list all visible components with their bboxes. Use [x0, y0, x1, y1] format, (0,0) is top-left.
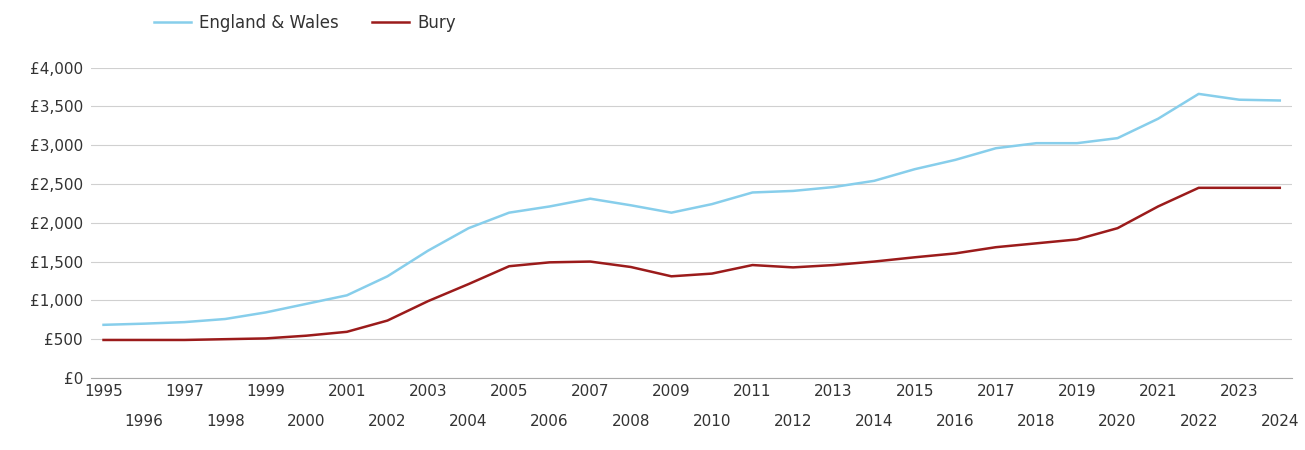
- England & Wales: [218, 316, 234, 322]
- England & Wales: [1109, 135, 1125, 141]
- England & Wales: [420, 248, 436, 253]
- England & Wales: [826, 184, 842, 190]
- Line: Bury: Bury: [103, 188, 1280, 340]
- Bury: [542, 260, 557, 265]
- Text: 2024: 2024: [1261, 414, 1298, 429]
- Bury: [582, 259, 598, 264]
- England & Wales: [947, 157, 963, 162]
- Bury: [745, 262, 761, 268]
- Text: 2022: 2022: [1180, 414, 1218, 429]
- England & Wales: [907, 166, 923, 172]
- Bury: [218, 337, 234, 342]
- Text: 2010: 2010: [693, 414, 731, 429]
- England & Wales: [1272, 98, 1288, 103]
- Text: 2016: 2016: [936, 414, 975, 429]
- Bury: [988, 244, 1004, 250]
- England & Wales: [461, 225, 476, 231]
- Text: 2018: 2018: [1017, 414, 1056, 429]
- England & Wales: [867, 178, 882, 184]
- Text: 2004: 2004: [449, 414, 488, 429]
- Text: 1996: 1996: [125, 414, 163, 429]
- Bury: [420, 298, 436, 304]
- Bury: [1109, 225, 1125, 231]
- Bury: [136, 337, 151, 342]
- Bury: [947, 251, 963, 256]
- England & Wales: [1069, 140, 1084, 146]
- Bury: [299, 333, 315, 338]
- Text: 2020: 2020: [1099, 414, 1137, 429]
- England & Wales: [176, 320, 192, 325]
- England & Wales: [542, 204, 557, 209]
- Text: 2000: 2000: [287, 414, 325, 429]
- Bury: [1150, 204, 1165, 209]
- Bury: [380, 318, 395, 323]
- England & Wales: [501, 210, 517, 216]
- Text: 2014: 2014: [855, 414, 894, 429]
- Text: 2002: 2002: [368, 414, 407, 429]
- Bury: [95, 337, 111, 342]
- England & Wales: [663, 210, 679, 216]
- England & Wales: [1150, 116, 1165, 122]
- England & Wales: [380, 274, 395, 279]
- Bury: [1232, 185, 1248, 190]
- England & Wales: [299, 301, 315, 306]
- Bury: [907, 255, 923, 260]
- Bury: [501, 264, 517, 269]
- Bury: [176, 337, 192, 342]
- Bury: [705, 271, 720, 276]
- Bury: [461, 281, 476, 287]
- England & Wales: [258, 310, 274, 315]
- Text: 2012: 2012: [774, 414, 812, 429]
- England & Wales: [988, 145, 1004, 151]
- England & Wales: [1191, 91, 1207, 97]
- England & Wales: [1232, 97, 1248, 103]
- Text: 2006: 2006: [530, 414, 569, 429]
- England & Wales: [705, 202, 720, 207]
- Bury: [258, 336, 274, 341]
- Bury: [1028, 241, 1044, 246]
- Bury: [339, 329, 355, 334]
- England & Wales: [1028, 140, 1044, 146]
- Line: England & Wales: England & Wales: [103, 94, 1280, 325]
- Bury: [1191, 185, 1207, 190]
- Bury: [1272, 185, 1288, 190]
- England & Wales: [339, 292, 355, 298]
- Bury: [663, 274, 679, 279]
- Bury: [786, 265, 801, 270]
- England & Wales: [622, 202, 638, 208]
- England & Wales: [136, 321, 151, 326]
- Text: 2008: 2008: [612, 414, 650, 429]
- Text: 1998: 1998: [206, 414, 244, 429]
- Bury: [826, 262, 842, 268]
- Legend: England & Wales, Bury: England & Wales, Bury: [147, 8, 463, 39]
- Bury: [867, 259, 882, 264]
- England & Wales: [95, 322, 111, 328]
- Bury: [1069, 237, 1084, 242]
- England & Wales: [745, 190, 761, 195]
- Bury: [622, 264, 638, 270]
- England & Wales: [582, 196, 598, 202]
- England & Wales: [786, 188, 801, 194]
